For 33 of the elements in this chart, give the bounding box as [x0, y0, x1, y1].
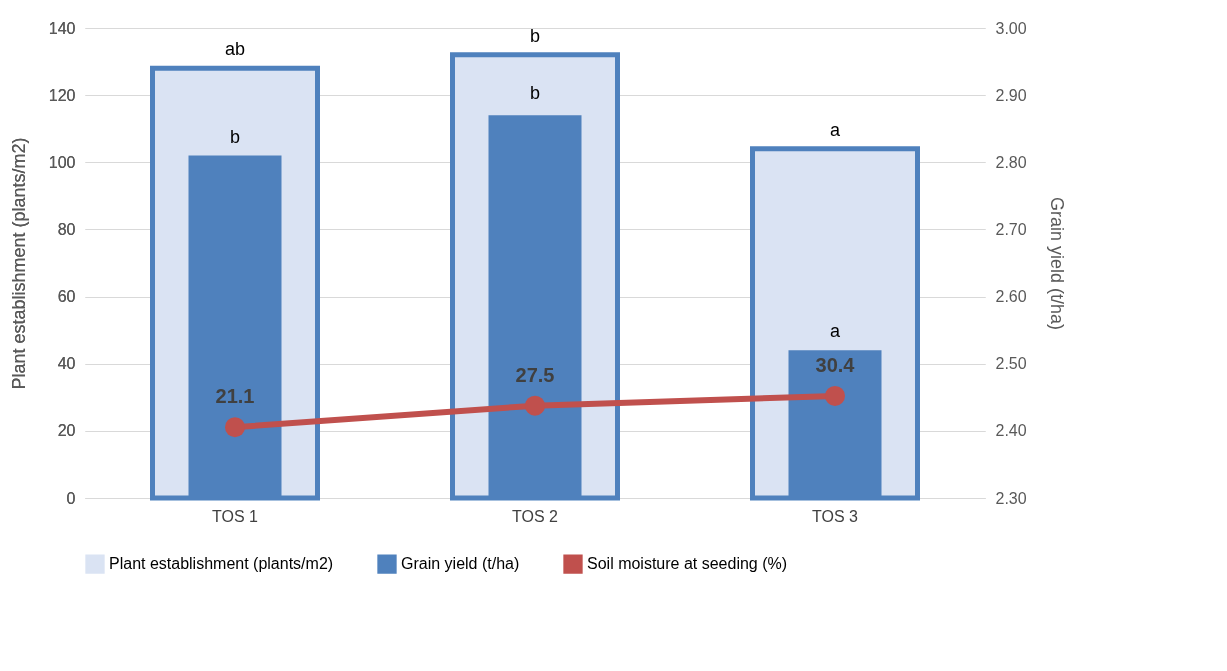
data-label: 21.1 [215, 385, 255, 408]
y2-axis-title: Grain yield (t/ha) [1046, 196, 1067, 331]
y-tick-label: 60 [57, 288, 76, 306]
y2-tick-label: 2.70 [995, 220, 1027, 238]
annotation: b [529, 25, 541, 46]
y2-tick-label: 2.50 [995, 355, 1027, 373]
y2-tick-label: 2.40 [995, 422, 1027, 440]
legend-label: Grain yield (t/ha) [401, 555, 520, 573]
y2-tick-label: 2.80 [995, 153, 1027, 171]
y-tick-label: 140 [48, 19, 76, 37]
legend-label: Plant establishment (plants/m2) [109, 555, 334, 573]
legend-label: Soil moisture at seeding (%) [587, 555, 788, 573]
data-label: 30.4 [815, 353, 856, 376]
data-label: 27.5 [515, 363, 555, 386]
y-tick-label: 40 [57, 355, 76, 373]
x-tick-label: TOS 1 [212, 507, 259, 525]
y-axis-title: Plant establishment (plants/m2) [8, 137, 29, 390]
annotation: a [829, 119, 841, 140]
annotation: a [829, 321, 841, 342]
y2-tick-label: 2.60 [995, 288, 1027, 306]
annotation: b [229, 126, 241, 147]
y-tick-label: 100 [48, 153, 76, 171]
y-tick-label: 20 [57, 422, 76, 440]
x-tick-label: TOS 2 [512, 507, 559, 525]
x-tick-label: TOS 3 [812, 507, 859, 525]
y2-tick-label: 2.30 [995, 489, 1027, 507]
annotation: b [529, 82, 541, 103]
y-tick-label: 120 [48, 86, 76, 104]
y-tick-label: 0 [66, 489, 76, 507]
y2-tick-label: 3.00 [995, 19, 1027, 37]
y-tick-label: 80 [57, 220, 76, 238]
y2-tick-label: 2.90 [995, 86, 1027, 104]
annotation: ab [224, 39, 246, 60]
